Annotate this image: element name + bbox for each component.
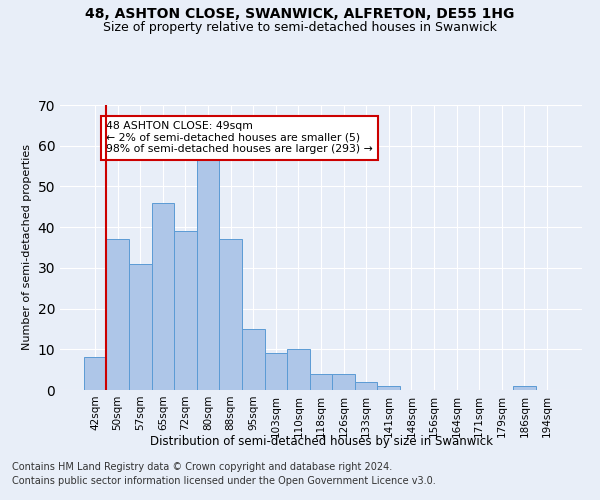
Bar: [152, 202, 174, 390]
Text: Size of property relative to semi-detached houses in Swanwick: Size of property relative to semi-detach…: [103, 21, 497, 34]
Text: Contains HM Land Registry data © Crown copyright and database right 2024.: Contains HM Land Registry data © Crown c…: [12, 462, 392, 472]
Bar: [106, 240, 129, 390]
Bar: [174, 231, 197, 390]
Y-axis label: Number of semi-detached properties: Number of semi-detached properties: [22, 144, 32, 350]
Bar: [197, 154, 220, 390]
Text: Contains public sector information licensed under the Open Government Licence v3: Contains public sector information licen…: [12, 476, 436, 486]
Bar: [332, 374, 355, 390]
Bar: [513, 386, 536, 390]
Bar: [377, 386, 400, 390]
Text: 48 ASHTON CLOSE: 49sqm
← 2% of semi-detached houses are smaller (5)
98% of semi-: 48 ASHTON CLOSE: 49sqm ← 2% of semi-deta…: [106, 122, 373, 154]
Text: 48, ASHTON CLOSE, SWANWICK, ALFRETON, DE55 1HG: 48, ASHTON CLOSE, SWANWICK, ALFRETON, DE…: [85, 8, 515, 22]
Bar: [129, 264, 152, 390]
Bar: [220, 240, 242, 390]
Bar: [287, 350, 310, 390]
Bar: [265, 354, 287, 390]
Bar: [242, 329, 265, 390]
Text: Distribution of semi-detached houses by size in Swanwick: Distribution of semi-detached houses by …: [149, 435, 493, 448]
Bar: [310, 374, 332, 390]
Bar: [355, 382, 377, 390]
Bar: [84, 358, 106, 390]
